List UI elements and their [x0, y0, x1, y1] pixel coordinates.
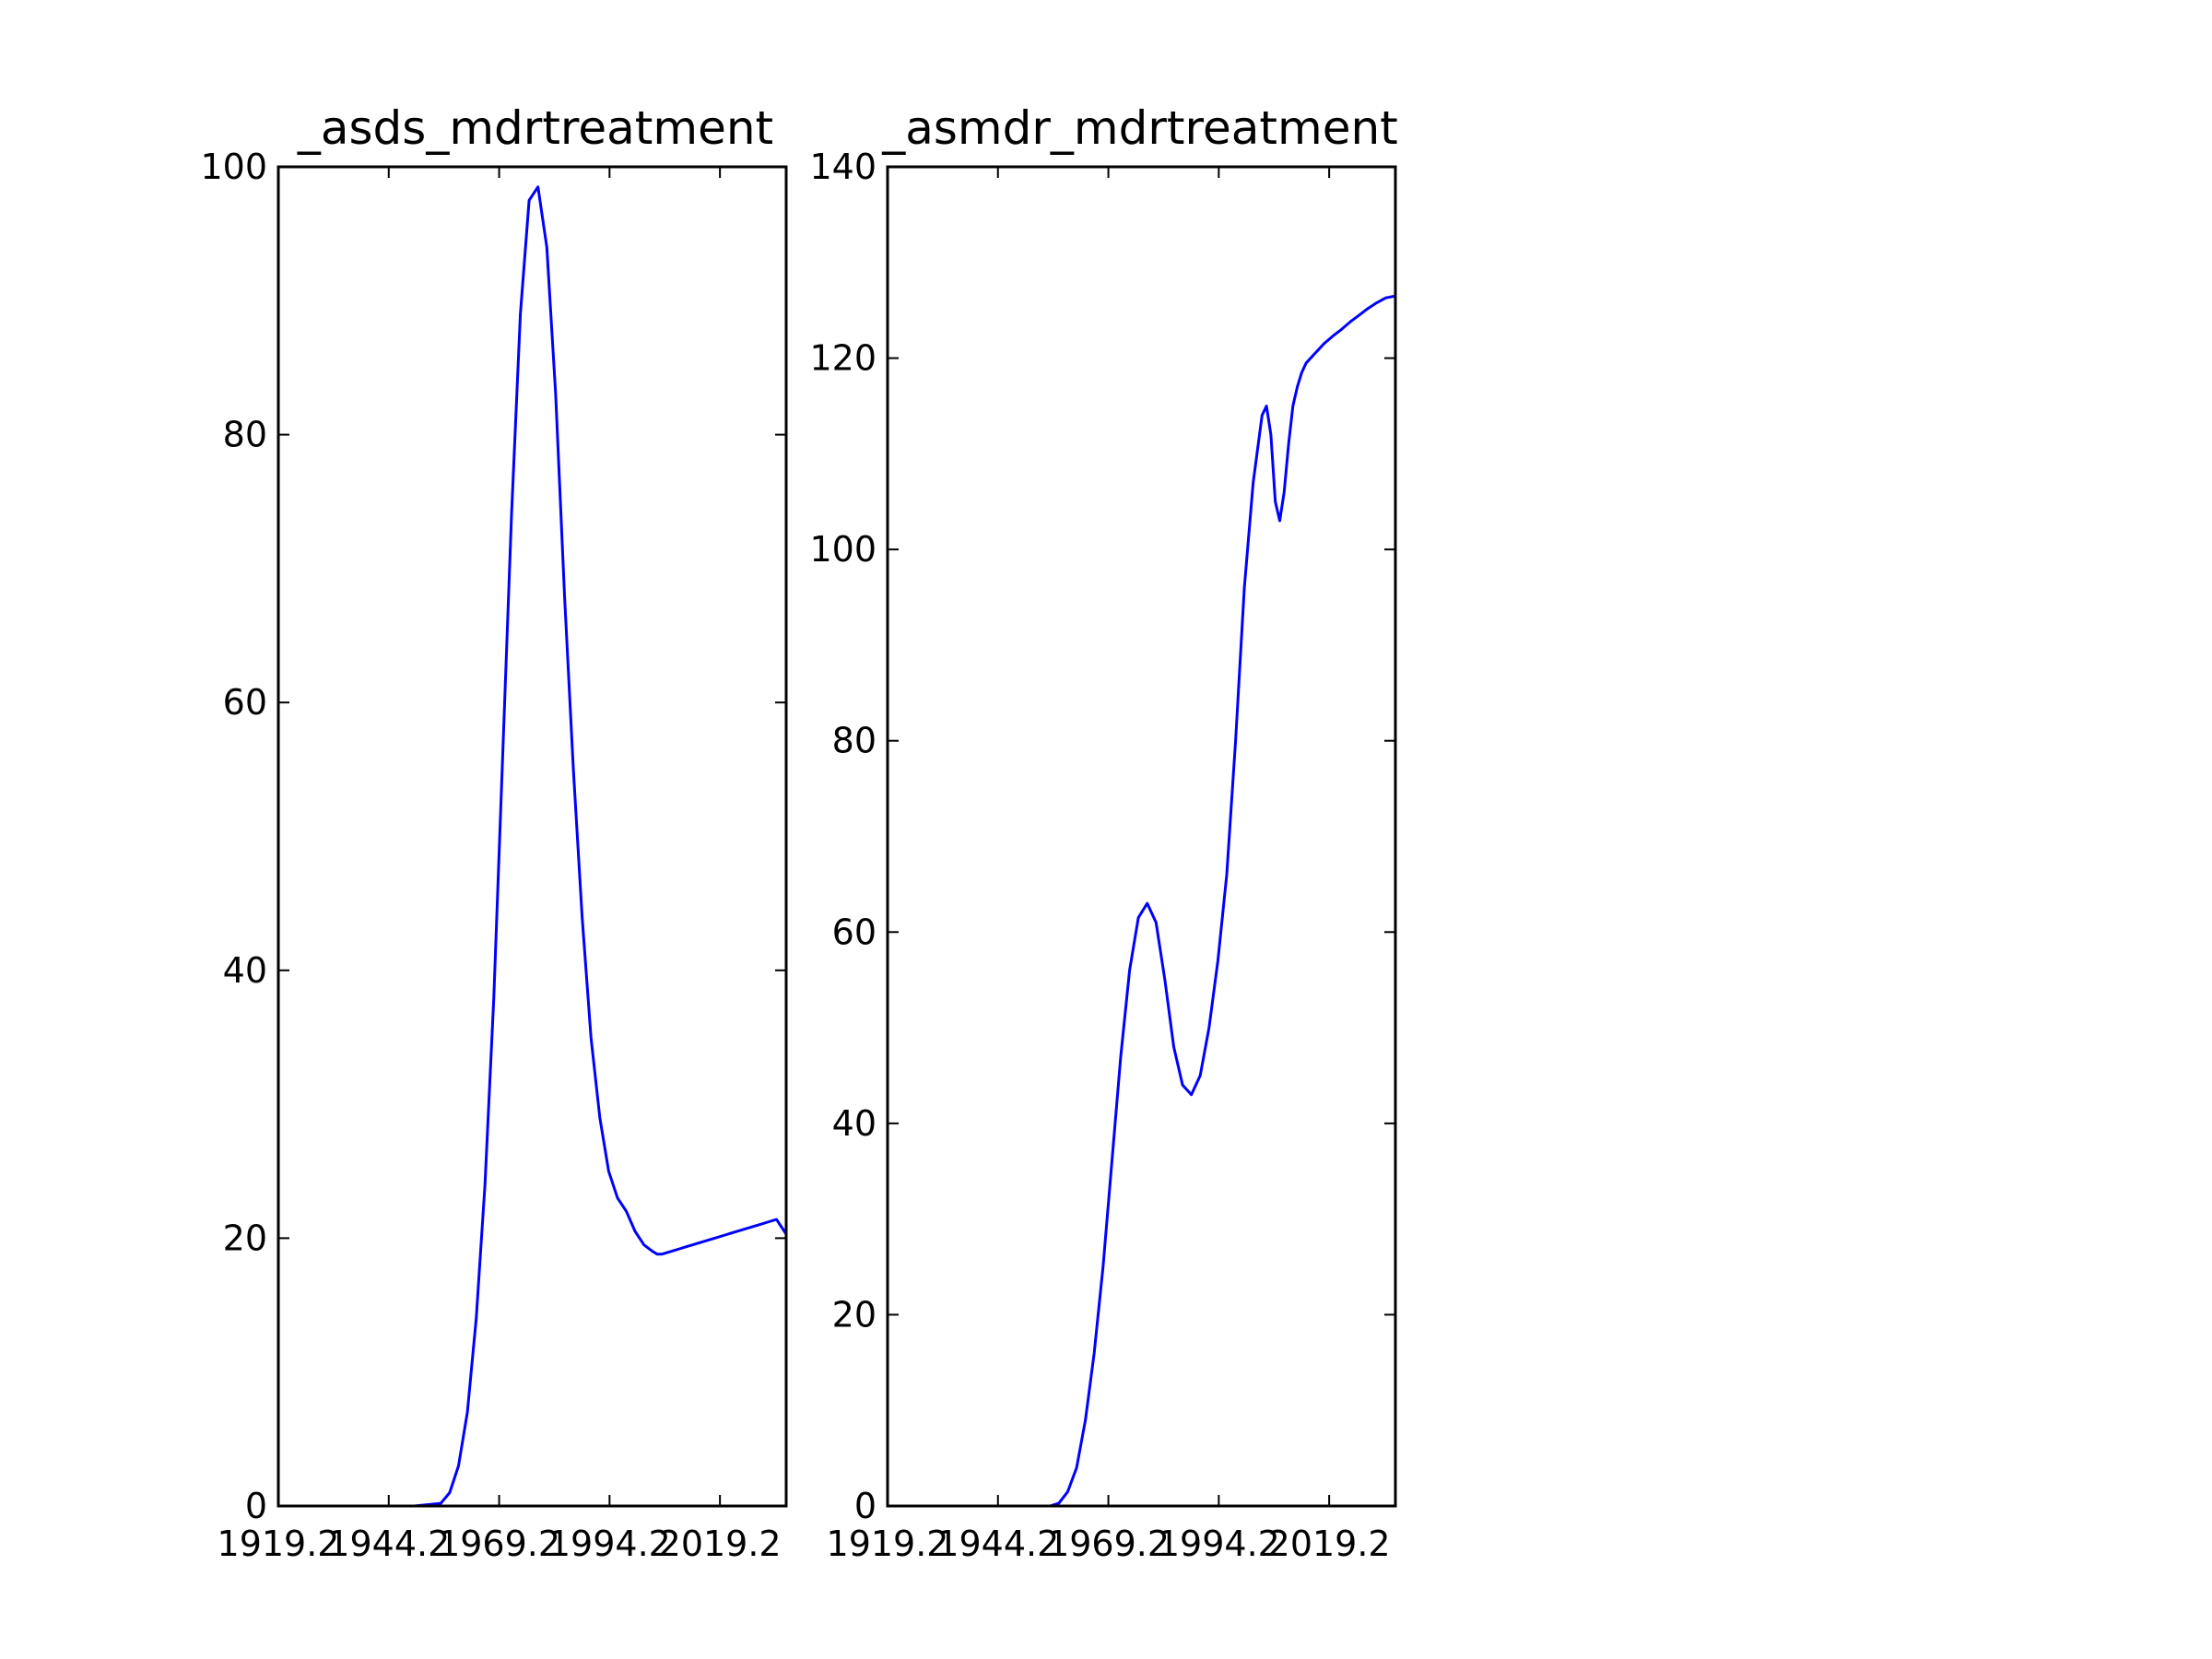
y-tick-label: 140: [809, 147, 877, 187]
series-line: [276, 185, 788, 1508]
y-tick-label: 40: [832, 1103, 877, 1144]
y-tick-label: 60: [832, 912, 877, 952]
x-tick-label: 1919.2: [827, 1524, 949, 1564]
x-tick-label: 1994.2: [1158, 1524, 1280, 1564]
subplot-asds-mdrtreatment: _asds_mdrtreatment 0 20 40 60 80 100 1919.2194…: [200, 101, 788, 1564]
y-tick-label: 0: [245, 1486, 267, 1526]
y-tick-label: 20: [832, 1294, 877, 1335]
subplot-asmdr-mdrtreatment: _asmdr_mdrtreatment 0 20 40 60 80 100 120 140 19…: [809, 101, 1397, 1564]
y-tick-label: 40: [223, 950, 267, 991]
y-tick-label: 80: [223, 415, 267, 455]
chart-title-asds: _asds_mdrtreatment: [297, 101, 773, 155]
x-tick-label: 1969.2: [1047, 1524, 1170, 1564]
series-line: [886, 294, 1397, 1508]
y-tick-label: 120: [809, 338, 877, 379]
x-tick-label: 1919.2: [218, 1524, 340, 1564]
y-tick-label: 20: [223, 1218, 267, 1258]
plot-frame: [276, 165, 788, 1508]
x-tick-label: 2019.2: [659, 1524, 782, 1564]
y-tick-label: 60: [223, 682, 267, 723]
y-tick-label: 0: [854, 1486, 877, 1526]
y-tick-label: 100: [809, 529, 877, 570]
x-tick-label: 1944.2: [936, 1524, 1059, 1564]
y-tick-label: 80: [832, 721, 877, 761]
x-tick-label: 1944.2: [327, 1524, 450, 1564]
plot-frame: [886, 165, 1397, 1508]
x-tick-label: 1969.2: [438, 1524, 560, 1564]
y-tick-label: 100: [200, 147, 267, 187]
x-tick-label: 2019.2: [1268, 1524, 1391, 1564]
chart-title-asmdr: _asmdr_mdrtreatment: [881, 101, 1398, 155]
x-tick-label: 1994.2: [548, 1524, 671, 1564]
